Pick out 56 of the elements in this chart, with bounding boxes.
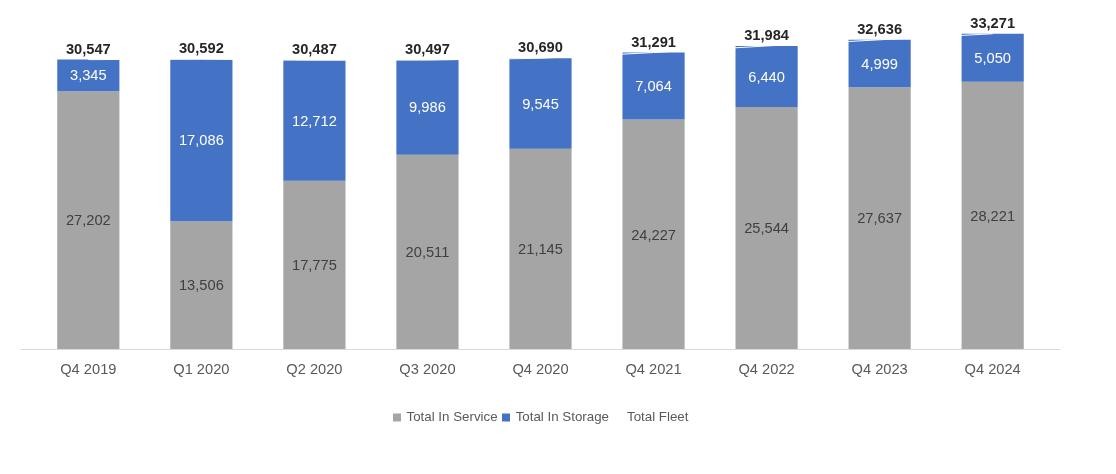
- x-tick-label: Q4 2022: [738, 360, 795, 377]
- bar: [509, 58, 572, 149]
- bar: [735, 45, 798, 108]
- data-label: 31,291: [631, 33, 676, 50]
- data-label: 9,545: [522, 95, 559, 112]
- data-label: 27,202: [65, 212, 111, 229]
- legend-label: Total In Service: [406, 409, 498, 424]
- data-label: 30,487: [292, 41, 337, 58]
- data-label: 31,984: [744, 26, 790, 43]
- bar: [170, 59, 233, 222]
- bar: [961, 81, 1024, 350]
- data-label: 30,547: [65, 40, 111, 57]
- x-tick-label: Q4 2021: [625, 360, 682, 377]
- bar: [961, 33, 1024, 82]
- data-label: 4,999: [861, 55, 898, 72]
- data-label: 24,227: [631, 226, 676, 243]
- bar: [848, 39, 911, 88]
- x-tick-label: Q4 2024: [964, 360, 1021, 377]
- data-label: 5,050: [974, 49, 1012, 66]
- data-label: 9,986: [409, 99, 446, 116]
- x-tick-label: Q4 2019: [60, 360, 117, 377]
- data-label: 13,506: [178, 277, 224, 294]
- bar: [283, 180, 346, 350]
- x-tick-label: Q3 2020: [399, 360, 456, 377]
- data-label: 17,775: [292, 257, 337, 274]
- data-label: 27,637: [857, 210, 903, 227]
- x-tick-label: Q4 2023: [851, 360, 908, 377]
- bar: [509, 148, 572, 350]
- data-label: 28,221: [970, 207, 1016, 224]
- bar: [735, 107, 798, 350]
- data-label: 30,690: [518, 39, 563, 56]
- data-label: 33,271: [970, 14, 1016, 31]
- data-label: 17,086: [178, 132, 224, 149]
- text: Total Fleet: [626, 409, 689, 424]
- data-label: 7,064: [635, 78, 672, 95]
- x-tick-label: Q2 2020: [286, 360, 343, 377]
- bar: [170, 221, 233, 350]
- data-label: 25,544: [744, 220, 789, 237]
- bar: [622, 119, 685, 350]
- bar: [57, 91, 120, 350]
- bar: [396, 60, 459, 155]
- data-label: 32,636: [857, 20, 903, 37]
- legend-label: Total In Storage: [515, 409, 609, 424]
- bar: [622, 52, 685, 120]
- x-tick-label: Q1 2020: [173, 360, 230, 377]
- data-label: 30,592: [178, 40, 224, 57]
- data-label: 12,712: [292, 112, 337, 129]
- data-label: 6,440: [748, 68, 785, 85]
- data-label: 30,497: [405, 41, 450, 58]
- x-tick-label: Q4 2020: [512, 360, 569, 377]
- data-label: 3,345: [69, 67, 107, 84]
- data-label: 21,145: [518, 241, 563, 258]
- bar: [283, 60, 346, 181]
- data-label: 20,511: [405, 244, 450, 261]
- bar: [848, 87, 911, 350]
- bar: [396, 154, 459, 350]
